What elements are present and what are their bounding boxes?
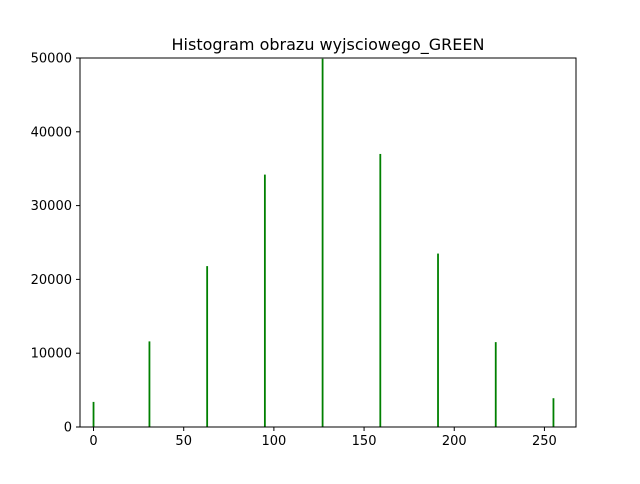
x-axis: 0 50 100 150 200 250 <box>89 427 557 449</box>
histogram-bar <box>148 341 151 427</box>
histogram-bar <box>321 58 324 427</box>
y-tick-label: 40000 <box>31 125 72 140</box>
y-tick-label: 50000 <box>31 52 72 67</box>
x-tick-label: 100 <box>261 434 286 449</box>
histogram-bar <box>552 398 555 427</box>
x-tick-label: 0 <box>89 434 97 449</box>
histogram-bar <box>206 266 209 427</box>
y-tick-label: 20000 <box>31 273 72 288</box>
bars-group <box>92 58 555 427</box>
histogram-bar <box>494 342 497 427</box>
x-tick-label: 250 <box>532 434 557 449</box>
x-tick-label: 50 <box>175 434 192 449</box>
y-tick-label: 30000 <box>31 199 72 214</box>
y-axis: 0 10000 20000 30000 40000 50000 <box>31 52 80 436</box>
y-tick-label: 10000 <box>31 347 72 362</box>
plot-frame <box>79 57 577 428</box>
histogram-bar <box>263 174 266 427</box>
x-tick-label: 200 <box>442 434 467 449</box>
x-tick-label: 150 <box>352 434 377 449</box>
histogram-bar <box>379 153 382 427</box>
chart-title: Histogram obrazu wyjsciowego_GREEN <box>172 35 485 55</box>
y-tick-label: 0 <box>64 421 72 436</box>
histogram-bar <box>92 401 95 427</box>
histogram-bar <box>437 253 439 427</box>
